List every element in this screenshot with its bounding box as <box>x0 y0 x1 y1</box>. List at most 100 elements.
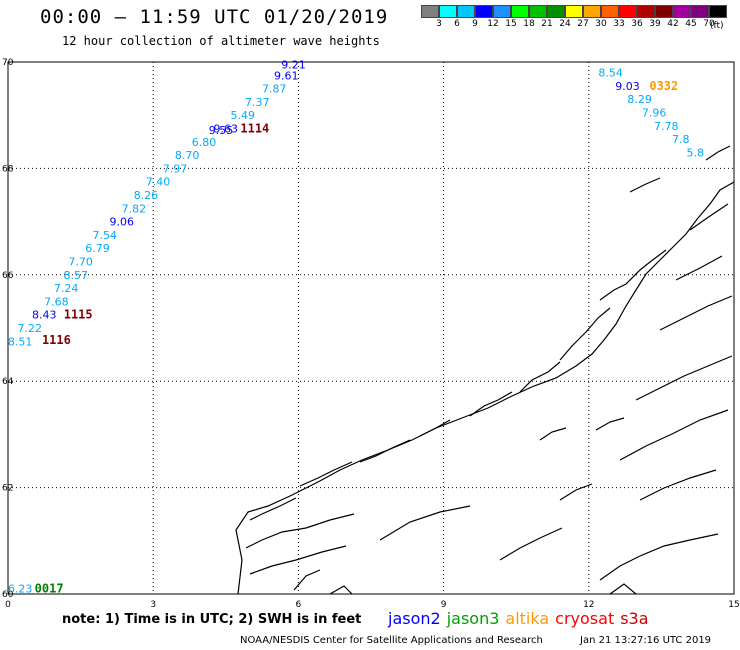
legend-label: 24 <box>559 19 571 29</box>
coastline <box>235 145 735 595</box>
coastline-segment <box>359 439 411 463</box>
wave-height-label: 7.22 <box>18 322 43 335</box>
coastline-segment <box>659 295 733 331</box>
axis-ticks: 0 3 6 9 12 15 60 62 64 66 68 70 <box>2 58 740 610</box>
lon-tick-label: 12 <box>583 600 594 610</box>
wave-height-label: 6.23 <box>8 583 33 596</box>
coastline-segment <box>245 513 355 549</box>
legend-label: 6 <box>454 19 460 29</box>
wave-height-label: 5.8 <box>687 146 705 159</box>
legend-swatch <box>511 5 529 18</box>
pass-time-label: 0332 <box>649 79 678 93</box>
coastline-segment <box>559 483 593 501</box>
wave-height-label: 8.57 <box>64 269 89 282</box>
wave-height-label: 7.8 <box>672 133 690 146</box>
coastline-segment <box>705 145 731 161</box>
lon-tick-label: 3 <box>150 600 156 610</box>
coastline-segment <box>419 419 451 437</box>
coastline-segment <box>675 255 723 281</box>
coastline-segment <box>519 361 561 393</box>
legend-swatches <box>421 5 727 18</box>
coastline-segment <box>299 461 353 487</box>
legend-swatch <box>637 5 655 18</box>
coastline-segment <box>639 469 717 501</box>
coastline-segment <box>235 181 735 595</box>
legend-swatch <box>493 5 511 18</box>
legend-swatch <box>421 5 439 18</box>
legend-unit: (ft) <box>710 21 724 31</box>
wave-height-label: 7.82 <box>122 202 147 215</box>
coastline-segment <box>249 545 347 575</box>
wave-height-label: 8.43 <box>32 309 57 322</box>
pass-time-label: 1114 <box>240 122 269 136</box>
lat-tick-label: 70 <box>2 58 14 68</box>
legend-swatch <box>565 5 583 18</box>
lon-tick-label: 9 <box>441 600 447 610</box>
coastline-segment <box>619 409 729 461</box>
legend-swatch <box>547 5 565 18</box>
legend-label: 39 <box>649 19 661 29</box>
footer-note: note: 1) Time is in UTC; 2) SWH is in fe… <box>62 612 362 627</box>
lon-tick-label: 6 <box>296 600 302 610</box>
legend-swatch <box>601 5 619 18</box>
legend-label: 3 <box>436 19 442 29</box>
legend-label: 15 <box>505 19 517 29</box>
satellite-key: jason2 jason3 altika cryosat s3a <box>388 609 655 628</box>
coastline-segment <box>635 355 733 401</box>
lon-tick-label: 15 <box>728 600 739 610</box>
wave-height-label: 7.54 <box>93 229 118 242</box>
coastline-segment <box>329 585 353 595</box>
coastline-segment <box>559 307 611 361</box>
satellite-s3a: s3a <box>620 609 649 628</box>
legend-swatch <box>439 5 457 18</box>
legend-swatch <box>619 5 637 18</box>
wave-height-label: 8.70 <box>175 149 200 162</box>
legend-label: 33 <box>613 19 625 29</box>
lat-tick-label: 66 <box>2 271 14 281</box>
wave-height-label: 9.55 <box>209 124 234 137</box>
wave-height-label: 7.70 <box>68 256 93 269</box>
legend-label: 42 <box>667 19 679 29</box>
legend-swatch <box>655 5 673 18</box>
wave-height-label: 9.63 <box>214 123 239 136</box>
legend-label: 45 <box>685 19 697 29</box>
map-title: 00:00 — 11:59 UTC 01/20/2019 <box>40 6 389 28</box>
wave-height-label: 8.26 <box>134 189 159 202</box>
map-frame <box>7 61 735 595</box>
coastline-segment <box>293 569 321 591</box>
legend-label: 9 <box>472 19 478 29</box>
pass-time-label: 0017 <box>35 582 64 596</box>
legend-label: 21 <box>541 19 553 29</box>
wave-height-label: 8.29 <box>627 93 652 106</box>
wave-height-label: 9.03 <box>615 80 640 93</box>
wave-height-label: 7.78 <box>654 120 679 133</box>
coastline-segment <box>689 203 729 231</box>
lat-tick-label: 62 <box>2 484 13 494</box>
pass-time-labels: 1114 1115 1116 0332 0017 <box>35 79 679 596</box>
coastline-segment <box>595 417 625 431</box>
wave-height-label: 9.06 <box>109 216 134 229</box>
pass-time-label: 1115 <box>64 308 93 322</box>
legend-label: 36 <box>631 19 643 29</box>
wave-height-labels: 9.219.617.877.375.499.639.556.808.707.97… <box>8 59 704 596</box>
satellite-jason3: jason3 <box>446 609 500 628</box>
credit-line: NOAA/NESDIS Center for Satellite Applica… <box>240 635 543 646</box>
wave-height-label: 7.40 <box>146 176 171 189</box>
legend-swatch <box>709 5 727 18</box>
coastline-segment <box>609 583 637 595</box>
timestamp: Jan 21 13:27:16 UTC 2019 <box>580 635 712 646</box>
wave-height-label: 9.21 <box>281 59 306 72</box>
wave-height-label: 6.79 <box>85 242 110 255</box>
coastline-segment <box>599 249 667 301</box>
coastline-segment <box>499 527 563 561</box>
coastline-segment <box>379 505 471 541</box>
wave-height-label: 7.68 <box>44 295 69 308</box>
coastline-segment <box>539 427 567 441</box>
wave-height-label: 7.96 <box>642 107 667 120</box>
lat-tick-label: 68 <box>2 164 14 174</box>
coastline-segment <box>249 497 297 521</box>
lon-tick-label: 0 <box>5 600 11 610</box>
legend-labels: 3 6 9 12 15 18 21 24 27 30 33 36 39 42 45 70 <box>421 18 727 32</box>
grid-lines <box>8 62 734 594</box>
